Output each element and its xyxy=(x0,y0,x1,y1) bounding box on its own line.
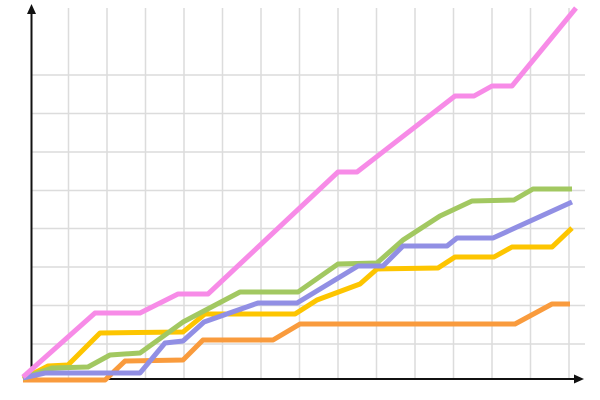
series-lines xyxy=(21,6,578,383)
series-line-periwinkle xyxy=(22,199,574,381)
x-axis-arrowhead-icon xyxy=(574,374,584,384)
series-line-green xyxy=(22,186,572,381)
series-line-pink xyxy=(21,6,578,379)
y-axis-arrowhead-icon xyxy=(27,4,36,14)
series-line-gold xyxy=(21,226,574,382)
axes xyxy=(27,4,584,384)
